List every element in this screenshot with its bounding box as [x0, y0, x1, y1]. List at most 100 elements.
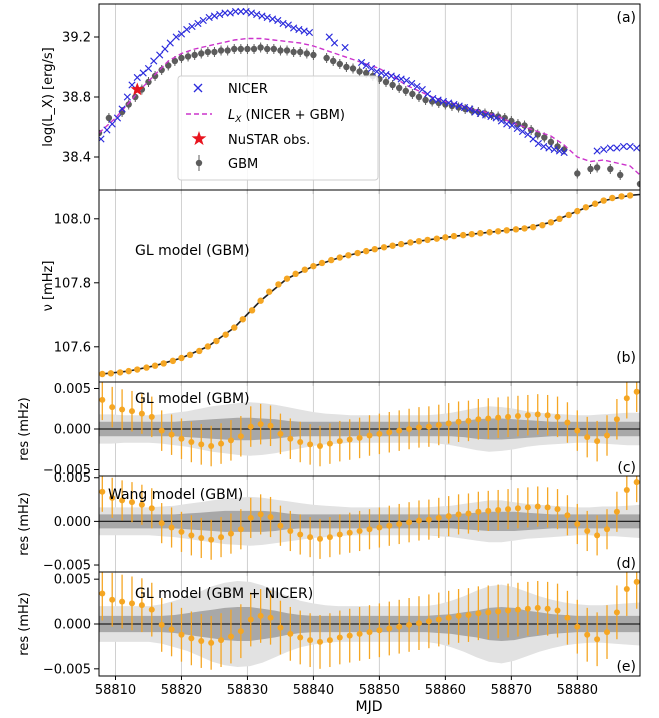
residual-point — [485, 507, 492, 514]
frequency-point — [169, 357, 177, 365]
panel-c-residuals: −0.005 0.000 0.005 res (mHz) (c) GL model … — [17, 381, 641, 480]
residual-point — [366, 526, 373, 533]
nicer-point — [550, 145, 558, 154]
gbm-point — [587, 165, 594, 173]
frequency-point — [239, 316, 247, 323]
nicer-point-stroke — [534, 139, 542, 148]
frequency-point — [363, 247, 370, 255]
gbm-point — [574, 170, 581, 177]
nicer-point — [613, 144, 621, 152]
nicer-point — [503, 120, 511, 128]
nicer-point — [362, 61, 370, 70]
frequency-point — [450, 232, 458, 240]
nicer-point — [450, 100, 458, 109]
panel-b-label: (b) — [616, 350, 636, 366]
residual-point — [465, 417, 472, 424]
nicer-point — [560, 148, 568, 157]
gbm-point — [237, 45, 245, 53]
gbm-point — [198, 50, 205, 57]
gbm-point — [211, 48, 218, 56]
residual-point — [178, 631, 185, 638]
residual-point — [138, 602, 145, 609]
nicer-point — [177, 30, 186, 38]
residual-point — [524, 605, 531, 612]
nicer-point-stroke — [555, 147, 564, 155]
frequency-point — [283, 275, 291, 282]
frequency-point — [186, 351, 194, 358]
frequency-point — [310, 262, 317, 270]
nicer-point — [253, 10, 261, 19]
nicer-point — [429, 94, 437, 103]
residual-point — [505, 506, 512, 513]
nicer-point — [626, 142, 634, 151]
gbm-point — [636, 180, 640, 188]
gbm-point — [171, 57, 179, 65]
residual-point — [475, 508, 482, 515]
nicer-point-stroke — [482, 111, 490, 119]
residual-point — [198, 534, 205, 541]
nicer-point — [418, 85, 426, 94]
nicer-point-stroke — [492, 114, 500, 122]
residual-point — [574, 427, 581, 434]
nicer-point — [540, 142, 548, 151]
gbm-point — [389, 81, 396, 89]
residual-point — [534, 503, 541, 510]
nicer-point — [172, 33, 180, 41]
nicer-point-stroke — [550, 145, 558, 154]
frequency-point — [292, 270, 299, 278]
panel-d-marks — [99, 476, 640, 560]
y-tick-label-2-0: −0.005 — [43, 463, 91, 478]
residual-point — [445, 420, 452, 427]
frequency-point — [486, 229, 493, 236]
legend-nicer-label: NICER — [228, 82, 268, 97]
nicer-point-stroke — [503, 120, 511, 128]
nicer-point — [402, 76, 411, 85]
residual-point — [623, 486, 630, 493]
frequency-point — [609, 194, 616, 202]
residual-point — [604, 432, 611, 439]
panel-a-label: (a) — [616, 10, 636, 26]
residual-point — [109, 404, 116, 411]
residual-point — [604, 526, 611, 533]
residual-point — [208, 536, 215, 543]
nicer-point-stroke — [123, 93, 131, 101]
residual-point — [287, 527, 294, 534]
gbm-point — [290, 48, 297, 56]
residual-point — [247, 423, 254, 430]
residual-point — [247, 514, 254, 521]
residual-point — [564, 512, 571, 519]
frequency-point — [477, 230, 484, 237]
frequency-point — [231, 324, 238, 331]
residual-point — [613, 416, 620, 423]
nicer-point — [247, 9, 255, 17]
x-tick-label-58830: 58830 — [227, 683, 268, 698]
nicer-point — [471, 108, 479, 116]
legend-nicer-marker — [193, 83, 203, 93]
nicer-point — [205, 13, 213, 22]
nicer-point — [555, 147, 564, 155]
frequency-point — [433, 235, 440, 242]
nicer-point — [221, 9, 229, 17]
residual-point — [415, 620, 422, 627]
residual-point — [128, 408, 135, 415]
residual-point — [208, 639, 215, 646]
nicer-point-stroke — [497, 117, 506, 125]
nicer-point-stroke — [113, 114, 122, 122]
nicer-point-stroke — [600, 145, 608, 154]
frequency-point — [600, 197, 607, 204]
gbm-point — [151, 72, 159, 80]
residual-point — [218, 637, 225, 644]
residual-point — [425, 516, 432, 523]
residual-point — [148, 505, 155, 512]
residual-point — [465, 510, 472, 517]
residual-point — [514, 606, 521, 613]
residual-point — [584, 631, 591, 638]
nicer-point — [397, 75, 405, 83]
residual-point — [168, 524, 175, 531]
gbm-point — [125, 101, 132, 108]
nicer-point — [460, 103, 469, 112]
y-tick-label-3-2: 0.005 — [54, 471, 91, 486]
nicer-point-stroke — [382, 70, 390, 79]
nicer-point-stroke — [373, 67, 381, 76]
nicer-point-stroke — [128, 81, 136, 89]
